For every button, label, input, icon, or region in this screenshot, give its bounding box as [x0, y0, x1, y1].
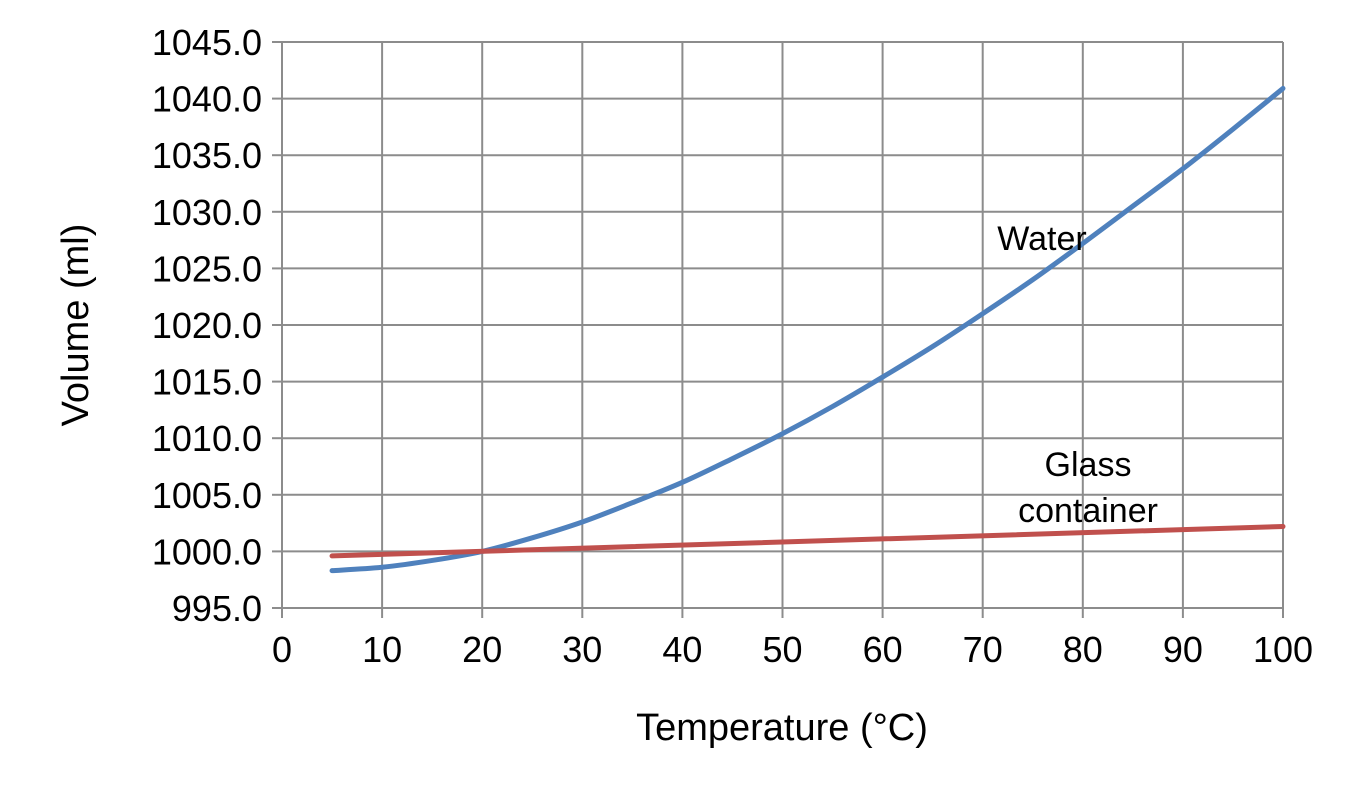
x-tick-label: 70: [963, 629, 1003, 670]
y-tick-label: 1030.0: [152, 192, 262, 233]
glass-container-series-line: [329, 523, 1286, 559]
x-tick-labels: 0 10 20 30 40 50 60 70 80 90 100: [272, 629, 1313, 670]
x-tick-label: 80: [1063, 629, 1103, 670]
x-tick-label: 40: [662, 629, 702, 670]
water-label-line: Water: [997, 220, 1086, 258]
y-tick-label: 1045.0: [152, 22, 262, 63]
water-series-label: Water: [997, 220, 1086, 258]
glass-label-line-2: container: [1018, 492, 1158, 530]
y-tick-label: 1005.0: [152, 475, 262, 516]
glass-label-line-1: Glass: [1045, 446, 1132, 484]
y-tick-label: 1040.0: [152, 79, 262, 120]
x-tick-label: 30: [562, 629, 602, 670]
y-tick-label: 1000.0: [152, 531, 262, 572]
x-tick-label: 0: [272, 629, 292, 670]
y-tick-labels: 995.0 1000.0 1005.0 1010.0 1015.0 1020.0 1025.…: [152, 22, 262, 629]
y-tick-label: 1015.0: [152, 362, 262, 403]
y-tick-label: 1025.0: [152, 248, 262, 289]
y-tick-label: 995.0: [172, 588, 262, 629]
series-lines: [329, 85, 1286, 574]
x-tick-label: 90: [1163, 629, 1203, 670]
x-tick-label: 100: [1253, 629, 1313, 670]
glass-series-label: Glass container: [1018, 446, 1158, 530]
x-tick-label: 60: [863, 629, 903, 670]
x-tick-label: 20: [462, 629, 502, 670]
x-tick-label: 50: [762, 629, 802, 670]
x-tick-label: 10: [362, 629, 402, 670]
y-tick-label: 1020.0: [152, 305, 262, 346]
y-tick-label: 1010.0: [152, 418, 262, 459]
y-tick-label: 1035.0: [152, 135, 262, 176]
y-axis-title: Volume (ml): [55, 224, 97, 427]
x-axis-title: Temperature (°C): [636, 707, 928, 749]
axes: [272, 41, 1284, 618]
